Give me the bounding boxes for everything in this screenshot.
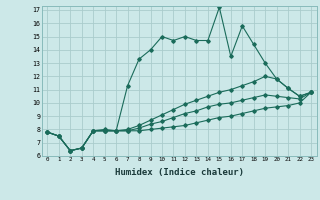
X-axis label: Humidex (Indice chaleur): Humidex (Indice chaleur) [115,168,244,177]
